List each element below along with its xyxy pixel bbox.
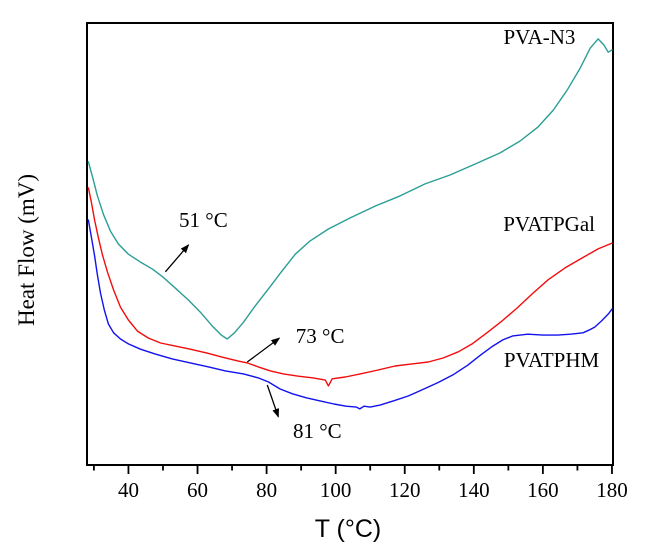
x-tick-label: 60 xyxy=(187,478,208,502)
series-line-pva-n3 xyxy=(87,38,613,340)
annotation-text: 51 °C xyxy=(179,208,228,232)
x-tick-label: 80 xyxy=(256,478,277,502)
series-label-pvatpgal: PVATPGal xyxy=(503,212,595,236)
x-tick-label: 180 xyxy=(596,478,628,502)
annotations: 51 °C 73 °C 81 °C xyxy=(164,208,345,443)
series-line-pvatphm xyxy=(87,219,613,410)
annotation-text: 73 °C xyxy=(296,324,345,348)
series-label-pvatphm: PVATPHM xyxy=(504,348,600,372)
annotation-arrow xyxy=(266,384,280,418)
x-tick-label: 40 xyxy=(118,478,139,502)
series-line-pvatpgal xyxy=(87,187,613,387)
annotation-arrow xyxy=(164,244,190,273)
x-tick-label: 140 xyxy=(458,478,490,502)
series-labels: PVA-N3 PVATPGal PVATPHM xyxy=(503,25,599,372)
x-tick-label: 160 xyxy=(527,478,559,502)
x-axis-ticks: 40 60 80 100 120 140 160 180 xyxy=(93,466,628,502)
annotation-arrow xyxy=(246,337,281,363)
data-curves xyxy=(87,38,613,410)
y-axis-label: Heat Flow (mV) xyxy=(14,174,39,326)
plot-border xyxy=(86,22,614,466)
annotation-text: 81 °C xyxy=(293,419,342,443)
plot-frame xyxy=(86,22,614,466)
series-label-pva-n3: PVA-N3 xyxy=(503,25,575,49)
x-tick-label: 100 xyxy=(320,478,352,502)
x-axis-label: T (°C) xyxy=(315,515,381,543)
x-tick-label: 120 xyxy=(389,478,421,502)
